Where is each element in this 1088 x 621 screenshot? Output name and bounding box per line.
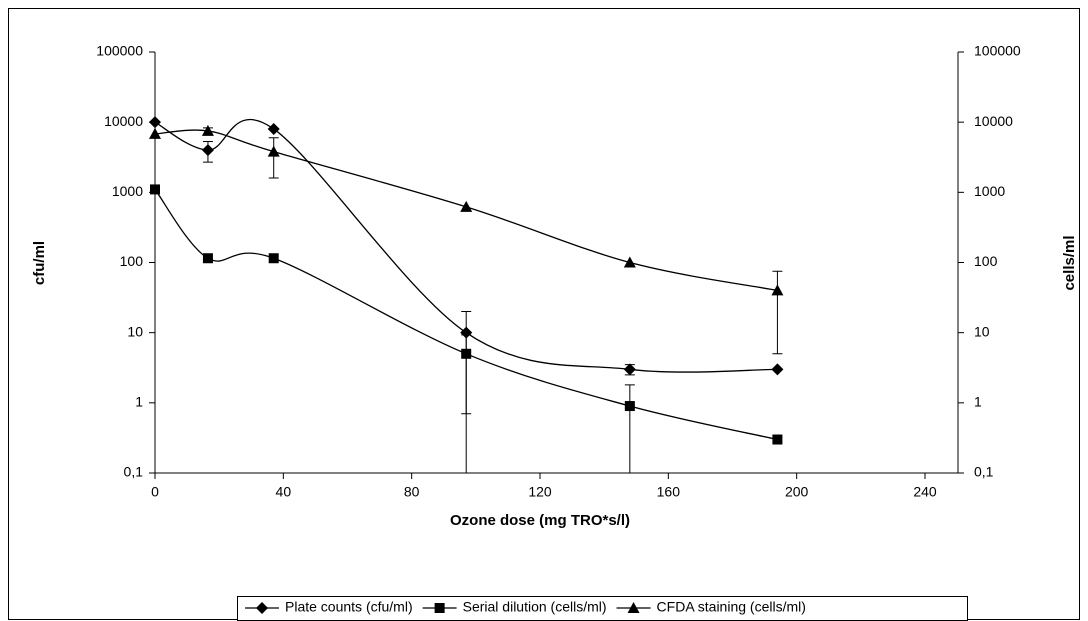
data-point bbox=[460, 326, 473, 339]
y2-tick-label: 100 bbox=[974, 253, 998, 269]
data-point bbox=[461, 348, 472, 359]
data-point bbox=[202, 253, 213, 264]
data-point bbox=[149, 127, 161, 139]
y-tick-label: 100 bbox=[120, 253, 144, 269]
data-point bbox=[267, 145, 280, 157]
error-bar bbox=[624, 384, 635, 473]
y2-tick-label: 0,1 bbox=[974, 464, 994, 480]
y-tick-label: 0,1 bbox=[124, 464, 144, 480]
y-tick-label: 10000 bbox=[104, 113, 143, 129]
y-axis-label: cfu/ml bbox=[31, 241, 48, 285]
data-point bbox=[771, 363, 784, 376]
x-tick-label: 160 bbox=[657, 484, 681, 500]
legend-marker bbox=[256, 602, 268, 614]
data-point bbox=[772, 434, 783, 445]
x-tick-label: 80 bbox=[404, 484, 420, 500]
x-tick-label: 40 bbox=[276, 484, 292, 500]
legend-label: CFDA staining (cells/ml) bbox=[657, 599, 806, 615]
y-tick-label: 1 bbox=[135, 394, 143, 410]
data-point bbox=[150, 184, 160, 195]
y2-tick-label: 10 bbox=[974, 323, 990, 339]
x-axis-label: Ozone dose (mg TRO*s/l) bbox=[450, 512, 630, 529]
legend-marker bbox=[627, 602, 640, 613]
data-point bbox=[460, 200, 473, 212]
data-point bbox=[624, 401, 635, 412]
y2-tick-label: 1 bbox=[974, 394, 982, 410]
y2-tick-label: 10000 bbox=[974, 113, 1013, 129]
y-tick-label: 100000 bbox=[96, 43, 143, 59]
legend-marker bbox=[434, 603, 445, 613]
y2-tick-label: 100000 bbox=[974, 43, 1021, 59]
y-tick-label: 10 bbox=[127, 323, 143, 339]
x-tick-label: 200 bbox=[785, 484, 809, 500]
y2-axis-label: cells/ml bbox=[1061, 235, 1078, 290]
y2-tick-label: 1000 bbox=[974, 183, 1005, 199]
data-point bbox=[771, 284, 784, 296]
x-tick-label: 120 bbox=[528, 484, 552, 500]
legend-label: Serial dilution (cells/ml) bbox=[463, 599, 607, 615]
data-point bbox=[201, 144, 214, 157]
data-point bbox=[268, 253, 279, 264]
error-bar bbox=[461, 334, 472, 415]
error-bar bbox=[268, 137, 279, 179]
data-point bbox=[267, 122, 280, 135]
data-point bbox=[623, 363, 636, 376]
y-tick-label: 1000 bbox=[112, 183, 143, 199]
legend-label: Plate counts (cfu/ml) bbox=[285, 599, 413, 615]
x-tick-label: 240 bbox=[913, 484, 937, 500]
data-point bbox=[623, 256, 636, 268]
data-point bbox=[201, 124, 214, 136]
error-bar bbox=[772, 270, 783, 355]
data-point bbox=[149, 116, 161, 129]
x-tick-label: 0 bbox=[151, 484, 159, 500]
series-line bbox=[154, 118, 778, 373]
